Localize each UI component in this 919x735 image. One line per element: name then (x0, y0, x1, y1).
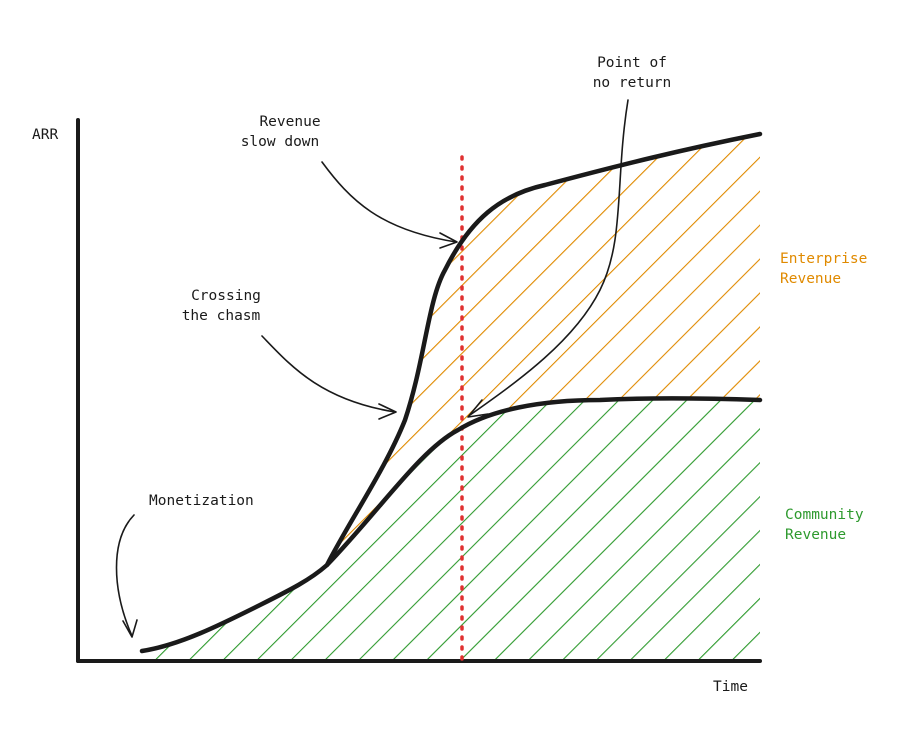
crossing-the-chasm-arrow (261, 335, 396, 413)
crossing-the-chasm-label-line2: the chasm (182, 308, 261, 324)
enterprise-revenue-legend-line1: Enterprise (780, 251, 867, 267)
crossing-the-chasm-label-line1: Crossing (191, 288, 261, 304)
point-of-no-return-label-line2: no return (593, 75, 672, 91)
community-revenue-area (142, 398, 760, 660)
revenue-slow-down-label-line1: Revenue (259, 114, 320, 130)
revenue-slow-down-label-line2: slow down (241, 134, 320, 150)
enterprise-revenue-legend-line2: Revenue (780, 271, 841, 287)
point-of-no-return-arrowhead (467, 399, 489, 418)
enterprise-revenue-area (327, 134, 760, 565)
point-of-no-return-label-line1: Point of (597, 55, 667, 71)
monetization-arrowhead (122, 619, 138, 638)
monetization-arrow (115, 514, 135, 637)
point-of-no-return-arrow (469, 99, 629, 416)
total-arr-curve (139, 131, 763, 654)
community-revenue-legend-line1: Community (785, 507, 864, 523)
y-axis-label: ARR (32, 127, 58, 143)
monetization-label: Monetization (149, 493, 254, 509)
community-revenue-curve (324, 396, 763, 568)
revenue-slow-down-arrow (321, 161, 457, 243)
community-revenue-legend-line2: Revenue (785, 527, 846, 543)
crossing-the-chasm-arrowhead (378, 403, 397, 420)
revenue-slow-down-arrowhead (439, 232, 458, 249)
x-axis-label: Time (713, 679, 748, 695)
